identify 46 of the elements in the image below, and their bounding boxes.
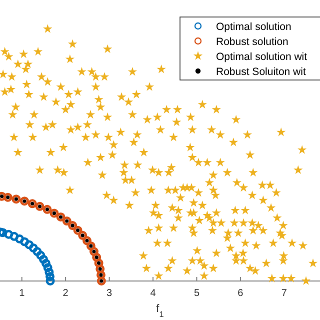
point	[46, 276, 55, 286]
point	[92, 252, 102, 262]
point	[46, 272, 55, 281]
legend-label: Optimal solution	[216, 21, 292, 33]
point	[4, 230, 14, 239]
point	[96, 276, 106, 286]
point	[42, 204, 52, 214]
point	[28, 243, 38, 252]
x-tick-label: 5	[194, 288, 200, 300]
x-tick-label: 2	[62, 288, 69, 300]
point	[89, 247, 98, 256]
point	[44, 268, 54, 277]
x-tick-label: 3	[106, 288, 113, 300]
point	[3, 192, 12, 202]
point	[96, 264, 105, 274]
legend-label: Robust solution	[216, 36, 289, 48]
point	[15, 234, 24, 244]
point	[73, 226, 82, 235]
x-axis-title: f$_{1}$	[156, 303, 164, 318]
point	[96, 270, 106, 280]
point	[43, 263, 52, 272]
point	[35, 202, 44, 211]
x-tick-label: 1	[19, 288, 26, 300]
point	[12, 194, 21, 204]
legend-label: Optimal solution wit	[216, 51, 308, 63]
point	[32, 247, 42, 256]
point	[50, 208, 59, 218]
point	[38, 254, 48, 264]
x-tick-label: 6	[238, 288, 244, 300]
point	[20, 196, 29, 206]
point	[20, 237, 30, 246]
point	[82, 236, 92, 246]
point	[62, 216, 72, 226]
x-tick-label: 7	[281, 288, 288, 300]
point	[10, 232, 19, 241]
point	[78, 230, 88, 240]
point	[28, 199, 37, 208]
point	[56, 212, 66, 222]
point	[94, 258, 104, 268]
point	[24, 240, 34, 250]
point	[41, 258, 50, 268]
point	[36, 250, 46, 260]
legend-label: Robust Soluiton wit	[216, 66, 306, 78]
x-tick-label: 4	[150, 288, 156, 300]
point	[86, 241, 96, 250]
point	[68, 221, 78, 230]
